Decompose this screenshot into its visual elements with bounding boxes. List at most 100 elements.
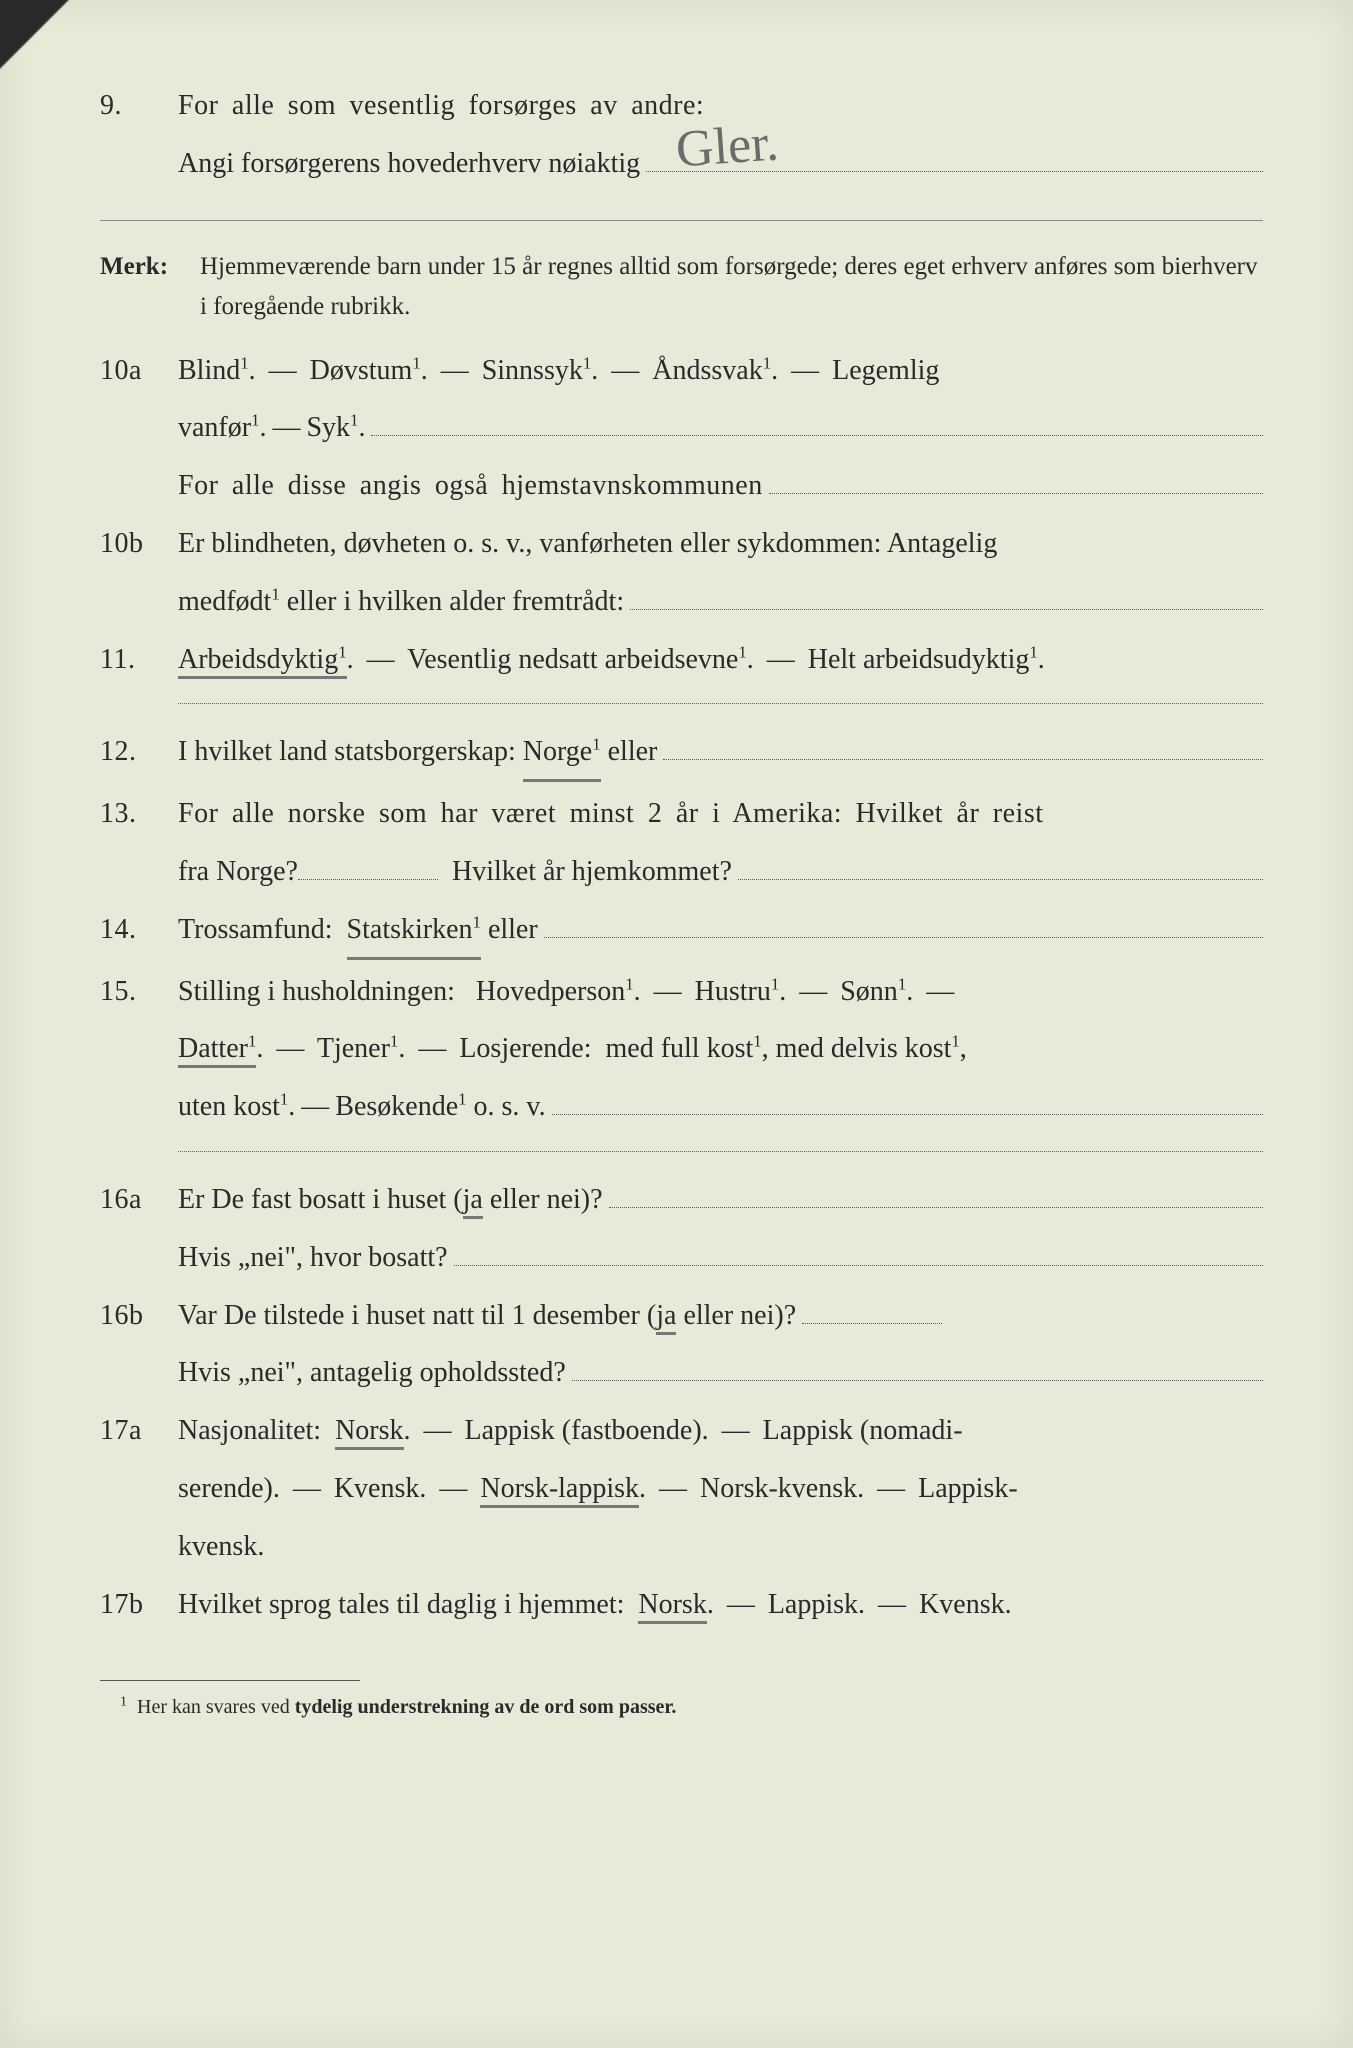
q15-opt-selected[interactable]: Datter1 [178,1033,256,1068]
q15-opt[interactable]: uten kost1. [178,1081,295,1133]
q17b-opt[interactable]: Kvensk [919,1589,1005,1620]
q9-line2-row: Angi forsørgerens hovederhverv nøiaktig … [100,138,1263,190]
q11-opt-selected[interactable]: Arbeidsdyktig1 [178,644,347,679]
q15-opt[interactable]: med delvis kost1, [776,1033,967,1064]
q17b-number: 17b [100,1579,178,1631]
q15-lead: Stilling i husholdningen: [178,976,455,1007]
q16b-blank2[interactable] [572,1352,1263,1381]
q16a-blank1[interactable] [609,1179,1263,1208]
q10a-opt[interactable]: Sinnssyk1. [482,355,599,386]
q11: 11. Arbeidsdyktig1. — Vesentlig nedsatt … [100,634,1263,686]
q15-opt[interactable]: med full kost1, [605,1033,768,1064]
q10a-opt[interactable]: Legemlig [832,355,939,386]
footnote-rule [100,1680,360,1681]
q15-line2: Datter1. — Tjener1. — Losjerende: med fu… [100,1023,1263,1075]
q17a-opt[interactable]: Norsk-lappisk [480,1473,639,1508]
q14-blank[interactable] [544,909,1263,938]
q10a-opt[interactable]: Døvstum1. [310,355,428,386]
merk-label: Merk: [100,247,200,327]
separator-1 [100,220,1263,221]
q17a-lead: Nasjonalitet: [178,1415,321,1446]
q16b-blank1[interactable] [802,1295,942,1324]
q15-blank[interactable] [552,1086,1263,1115]
q17a-opt[interactable]: Norsk-kvensk [700,1473,857,1504]
q17a-opt-cont[interactable]: kvensk. [178,1531,264,1562]
q11-opt[interactable]: Helt arbeidsudyktig1. [808,644,1045,675]
q10b: 10b Er blindheten, døvheten o. s. v., va… [100,518,1263,570]
q16b: 16b Var De tilstede i huset natt til 1 d… [100,1290,1263,1342]
q17a-line2: serende). — Kvensk. — Norsk-lappisk. — N… [100,1463,1263,1515]
q12-opt[interactable]: Norge1 [523,726,601,782]
q17a-opt[interactable]: Lappisk (nomadi- [763,1415,963,1446]
q13-line2b: Hvilket år hjemkommet? [452,846,732,898]
q10a-opt[interactable]: Syk1. [306,402,365,454]
q16b-number: 16b [100,1290,178,1342]
q13-blank1[interactable] [298,879,438,880]
q15-opt[interactable]: Tjener1. [317,1033,405,1064]
q10a-opt[interactable]: Blind1. [178,355,256,386]
q12-text-b: eller [608,726,658,778]
q15-losj: Losjerende: [459,1033,591,1064]
separator-3 [178,1151,1263,1152]
census-form-page: 9. For alle som vesentlig forsørges av a… [0,0,1353,2048]
q15-opt[interactable]: Sønn1. [840,976,913,1007]
q9-line2-label: Angi forsørgerens hovederhverv nøiaktig [178,138,640,190]
q10b-number: 10b [100,518,178,570]
q14-opt[interactable]: Statskirken1 [347,904,481,960]
q13-line1: For alle norske som har været minst 2 år… [178,788,1263,840]
q17a-opt-cont[interactable]: serende). [178,1473,280,1504]
q16a-line1a: Er De fast bosatt i huset [178,1174,446,1226]
q10b-line2: medfødt1 eller i hvilken alder fremtrådt… [100,576,1263,628]
q10a-blank[interactable] [371,407,1263,436]
q12-blank[interactable] [663,731,1263,760]
q16b-paren[interactable]: (ja eller nei)? [647,1290,796,1342]
q17b-opt[interactable]: Lappisk [768,1589,858,1620]
q17a-line3: kvensk. [100,1521,1263,1573]
q15-opt[interactable]: Hovedperson1. [476,976,641,1007]
q16b-line2-text: Hvis „nei", antagelig opholdssted? [178,1347,566,1399]
q17b-opt-selected[interactable]: Norsk [638,1589,706,1624]
q13-blank2[interactable] [738,851,1263,880]
q16a-paren[interactable]: (ja eller nei)? [453,1174,602,1226]
q10b-line1: Er blindheten, døvheten o. s. v., vanfør… [178,518,1263,570]
q15-osv: o. s. v. [474,1081,546,1133]
q17a-number: 17a [100,1405,178,1457]
q12: 12. I hvilket land statsborgerskap: Norg… [100,726,1263,782]
q10a-opt[interactable]: Åndssvak1. [652,355,778,386]
q17a-opt[interactable]: Lappisk- [918,1473,1018,1504]
q10b-blank[interactable] [630,581,1263,610]
q16a-blank2[interactable] [454,1237,1263,1266]
separator-2 [178,703,1263,704]
merk-note: Merk: Hjemmeværende barn under 15 år reg… [100,247,1263,327]
q17a-opt[interactable]: Kvensk [334,1473,420,1504]
q14: 14. Trossamfund: Statskirken1 eller [100,904,1263,960]
q10b-line2-text: medfødt1 eller i hvilken alder fremtrådt… [178,576,624,628]
q15-opt[interactable]: Besøkende1 [335,1081,466,1133]
q10a-opt[interactable]: vanfør1. [178,402,266,454]
q9-number: 9. [100,80,178,132]
q16a-number: 16a [100,1174,178,1226]
q13-number: 13. [100,788,178,840]
q11-number: 11. [100,634,178,686]
q14-text-a: Trossamfund: [178,904,333,956]
q11-opt[interactable]: Vesentlig nedsatt arbeidsevne1. [407,644,754,675]
merk-text: Hjemmeværende barn under 15 år regnes al… [200,247,1263,327]
q13-line2: fra Norge? Hvilket år hjemkommet? [100,846,1263,898]
q10a: 10a Blind1. — Døvstum1. — Sinnssyk1. — Å… [100,345,1263,397]
q17a-opt[interactable]: Lappisk (fastboende) [465,1415,702,1446]
q12-number: 12. [100,726,178,778]
footnote-marker: 1 [120,1695,127,1710]
q13: 13. For alle norske som har været minst … [100,788,1263,840]
q10a-kommune-blank[interactable] [769,465,1263,494]
q10a-number: 10a [100,345,178,397]
q15: 15. Stilling i husholdningen: Hovedperso… [100,966,1263,1018]
q16a-line2: Hvis „nei", hvor bosatt? [100,1232,1263,1284]
q15-opt[interactable]: Hustru1. [695,976,787,1007]
q17a-opt-selected[interactable]: Norsk [335,1415,403,1450]
q13-line2a: fra Norge? [178,846,298,898]
footnote: 1 Her kan svares ved tydelig understrekn… [120,1689,1263,1726]
q12-text-a: I hvilket land statsborgerskap: [178,726,516,778]
q16b-line1a: Var De tilstede i huset natt til 1 desem… [178,1290,640,1342]
q9-answer-line[interactable]: Gler. [646,143,1263,172]
q16a-line2-text: Hvis „nei", hvor bosatt? [178,1232,448,1284]
